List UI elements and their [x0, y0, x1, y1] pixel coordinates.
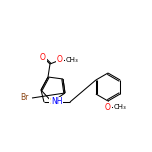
Text: CH₃: CH₃: [66, 57, 78, 63]
Text: S: S: [50, 97, 54, 107]
Text: O: O: [105, 102, 111, 112]
Text: CH₃: CH₃: [114, 104, 126, 110]
Text: NH: NH: [51, 97, 63, 107]
Text: Br: Br: [20, 93, 28, 102]
Text: O: O: [57, 55, 63, 64]
Text: O: O: [40, 52, 46, 62]
